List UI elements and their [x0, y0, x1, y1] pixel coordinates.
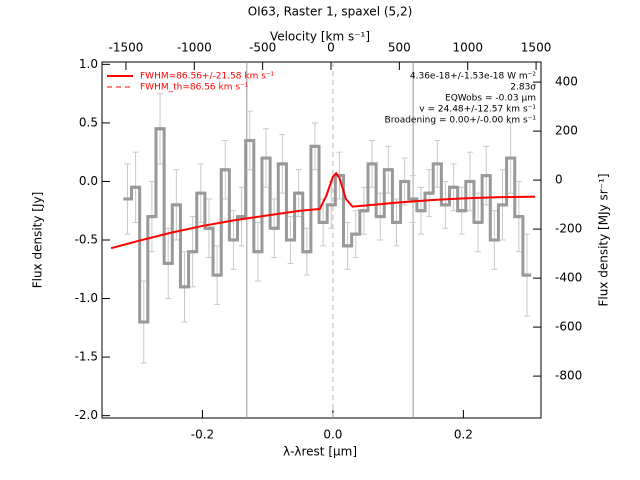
y2-tick-label: -600: [555, 320, 582, 334]
annotation: v = 24.48+/-12.57 km s⁻¹: [419, 105, 536, 115]
x2-tick-label: 1000: [452, 41, 483, 55]
annotation: EQWobs = -0.03 μm: [445, 94, 536, 104]
legend-label: FWHM_th=86.56 km s⁻¹: [140, 83, 249, 93]
y2-tick-label: 200: [555, 124, 578, 138]
y-tick-label: 1.0: [79, 57, 98, 71]
y-tick-label: -0.5: [75, 233, 98, 247]
x2-tick-label: -1500: [108, 41, 143, 55]
annotation: 2.83σ: [510, 83, 536, 93]
y2-tick-label: 400: [555, 75, 578, 89]
y-tick-label: -2.0: [75, 408, 98, 422]
annotation: Broadening = 0.00+/-0.00 km s⁻¹: [385, 116, 537, 126]
x-tick-label: 0.2: [454, 428, 473, 442]
y-tick-label: -1.5: [75, 350, 98, 364]
chart-title: OI63, Raster 1, spaxel (5,2): [248, 5, 413, 19]
y2-tick-label: 0: [555, 173, 563, 187]
y-tick-label: -1.0: [75, 291, 98, 305]
y2-axis-label: Flux density [MJy sr⁻¹]: [597, 173, 611, 306]
y2-tick-label: -200: [555, 222, 582, 236]
y2-tick-label: -800: [555, 369, 582, 383]
y-tick-label: 0.0: [79, 174, 98, 188]
x-tick-label: 0.0: [323, 428, 342, 442]
y2-tick-label: -400: [555, 271, 582, 285]
x2-tick-label: 500: [388, 41, 411, 55]
x2-tick-label: -1000: [177, 41, 212, 55]
model-line: [110, 171, 536, 250]
x2-tick-label: 1500: [521, 41, 552, 55]
legend-label: FWHM=86.56+/-21.58 km s⁻¹: [140, 72, 275, 82]
y-axis-label: Flux density [Jy]: [31, 192, 45, 289]
x2-tick-label: -500: [249, 41, 276, 55]
x-axis-label: λ-λrest [μm]: [283, 445, 357, 459]
annotation: 4.36e-18+/-1.53e-18 W m⁻²: [410, 72, 537, 82]
x2-tick-label: 0: [327, 41, 335, 55]
x2-axis-label: Velocity [km s⁻¹]: [270, 30, 370, 44]
y-tick-label: 0.5: [79, 115, 98, 129]
x-tick-label: -0.2: [191, 428, 214, 442]
